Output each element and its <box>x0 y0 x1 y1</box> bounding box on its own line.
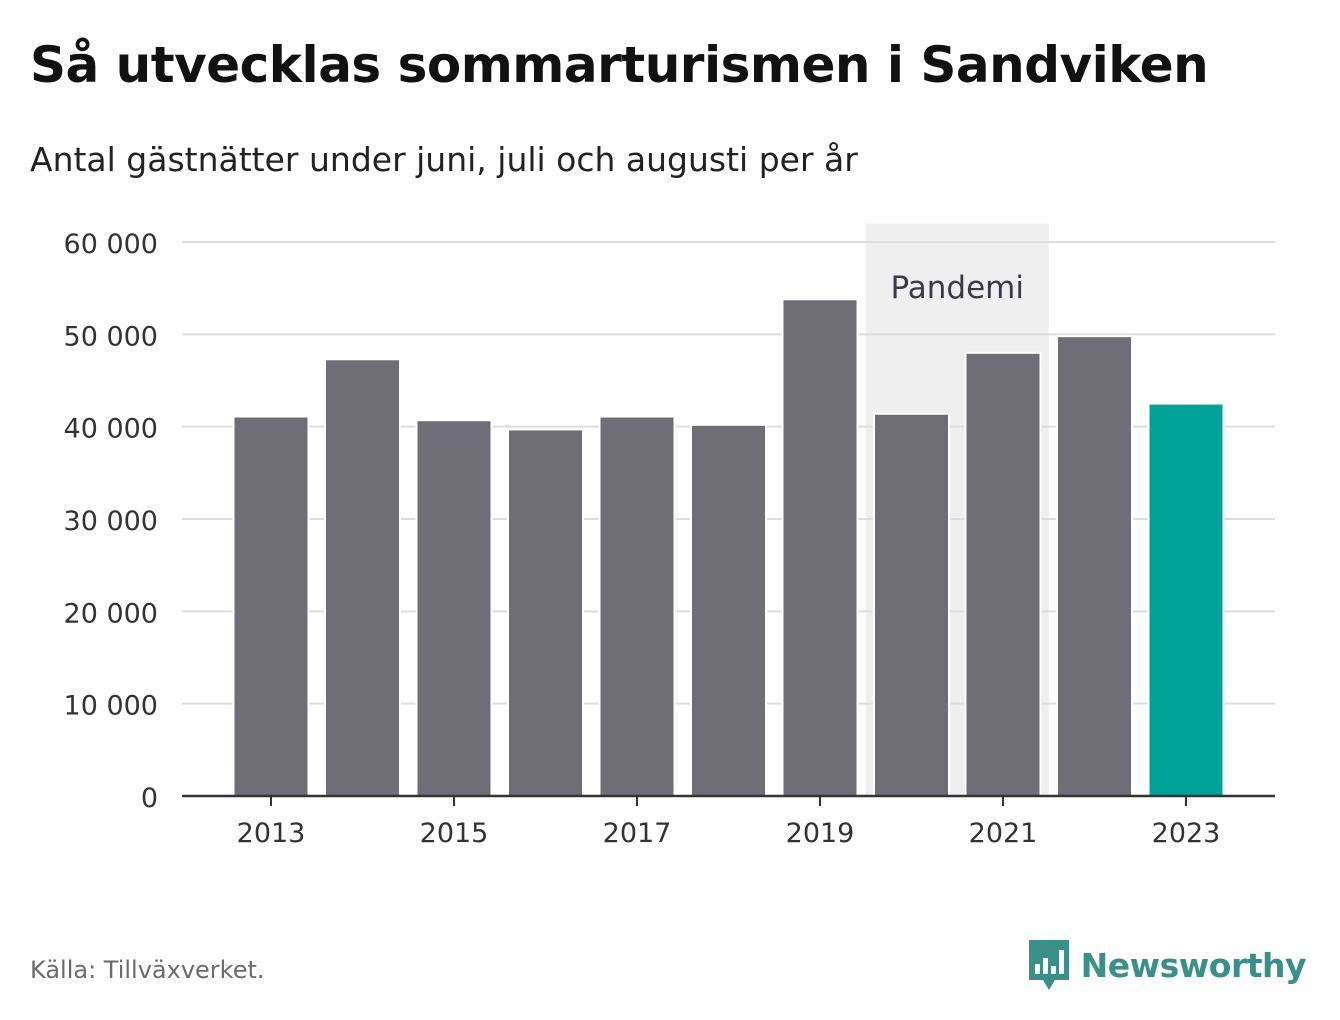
bar-chart: 0 10 000 20 000 30 000 40 000 50 000 60 000 Pan… <box>64 223 1275 849</box>
y-tick-label: 30 000 <box>64 506 158 537</box>
y-tick-label: 0 <box>141 783 158 814</box>
y-tick-label: 60 000 <box>64 229 158 260</box>
newsworthy-logo-icon <box>1028 940 1069 990</box>
bar <box>507 428 584 797</box>
x-tick-label: 2021 <box>969 818 1038 849</box>
bar <box>690 423 767 797</box>
x-tick-label: 2023 <box>1152 818 1221 849</box>
chart-subtitle: Antal gästnätter under juni, juli och au… <box>30 140 858 179</box>
brand-logo: Newsworthy <box>1028 940 1307 990</box>
bar <box>1147 402 1225 797</box>
y-tick-label: 50 000 <box>64 321 158 352</box>
brand-name: Newsworthy <box>1080 945 1307 985</box>
y-tick-label: 20 000 <box>64 598 158 629</box>
source-note: Källa: Tillväxverket. <box>30 956 265 984</box>
x-tick-label: 2015 <box>420 818 489 849</box>
chart-title: Så utvecklas sommarturismen i Sandviken <box>30 36 1209 94</box>
y-tick-label: 10 000 <box>64 691 158 722</box>
y-tick-label: 40 000 <box>64 414 158 445</box>
x-tick-label: 2013 <box>237 818 306 849</box>
bar <box>232 415 310 797</box>
bar <box>415 419 493 797</box>
bar <box>781 298 859 797</box>
bar <box>324 358 401 797</box>
bar <box>964 351 1042 797</box>
x-tick-label: 2019 <box>786 818 855 849</box>
bar <box>1056 335 1133 797</box>
bar <box>873 412 950 797</box>
annotation-label: Pandemi <box>890 270 1024 306</box>
x-tick-label: 2017 <box>603 818 672 849</box>
bar <box>598 415 676 797</box>
